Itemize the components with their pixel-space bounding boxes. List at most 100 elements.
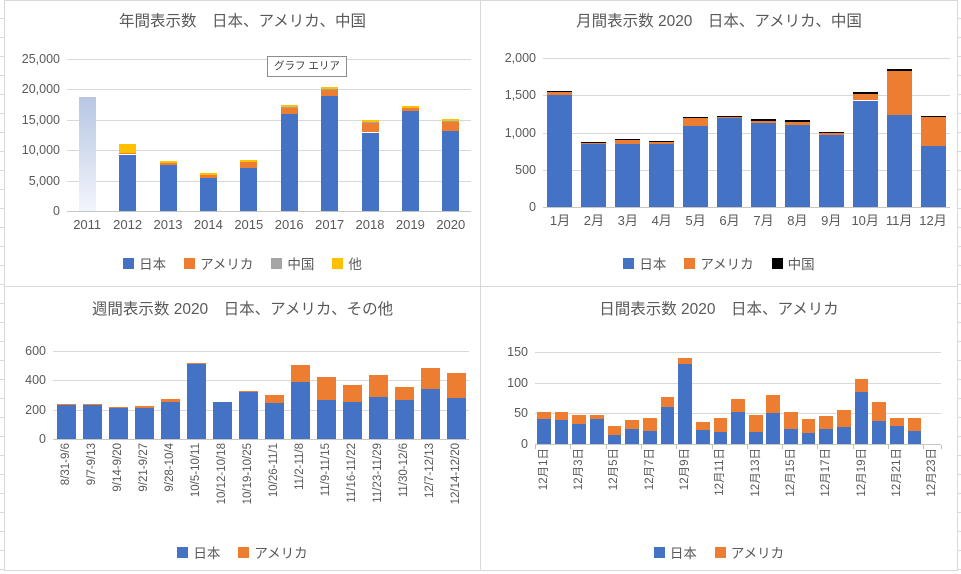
bar-segment-中国[interactable] (615, 139, 641, 141)
bar-segment-他[interactable] (199, 172, 217, 175)
bar-segment-アメリカ[interactable] (264, 394, 284, 403)
bar-segment-日本[interactable] (342, 401, 362, 439)
bar-segment-アメリカ[interactable] (368, 374, 388, 398)
bar-segment-アメリカ[interactable] (240, 162, 258, 169)
bar-segment-日本[interactable] (159, 164, 177, 211)
bar-segment-アメリカ[interactable] (160, 399, 180, 402)
bar-segment-アメリカ[interactable] (660, 396, 675, 408)
bar-segment-アメリカ[interactable] (394, 386, 414, 401)
bar-segment-日本[interactable] (784, 428, 798, 444)
bar-segment-アメリカ[interactable] (280, 107, 298, 114)
bar-segment-日本[interactable] (660, 407, 675, 444)
bar-segment-アメリカ[interactable] (731, 398, 745, 413)
legend-item-中国[interactable]: 中国 (271, 253, 314, 273)
bar-segment-日本[interactable] (361, 132, 379, 211)
bar-segment-他[interactable] (401, 106, 419, 109)
bar-segment-日本[interactable] (695, 429, 710, 444)
bar-segment-アメリカ[interactable] (748, 415, 763, 432)
bar-segment-アメリカ[interactable] (420, 368, 440, 389)
bar-segment-アメリカ[interactable] (852, 94, 878, 101)
bar-segment-アメリカ[interactable] (290, 364, 310, 383)
bar-segment-他[interactable] (280, 104, 298, 107)
bar-segment-アメリカ[interactable] (717, 116, 743, 118)
bar-segment-中国[interactable] (547, 90, 573, 92)
legend-item-日本[interactable]: 日本 (177, 542, 220, 562)
bar-segment-中国[interactable] (280, 106, 298, 108)
bar-segment-アメリカ[interactable] (108, 407, 128, 409)
bar-segment-アメリカ[interactable] (854, 379, 869, 392)
bar-segment-アメリカ[interactable] (186, 363, 206, 365)
bar-segment-アメリカ[interactable] (837, 409, 851, 427)
bar-segment-アメリカ[interactable] (321, 90, 339, 97)
bar-segment-中国[interactable] (750, 119, 776, 121)
bar-segment-アメリカ[interactable] (625, 420, 639, 429)
bar-segment-アメリカ[interactable] (572, 415, 586, 424)
bar-segment-アメリカ[interactable] (119, 153, 137, 155)
bar-segment-日本[interactable] (907, 431, 922, 444)
bar-segment-アメリカ[interactable] (695, 421, 710, 430)
bar-segment-中国[interactable] (818, 131, 844, 134)
legend-item-アメリカ[interactable]: アメリカ (238, 542, 308, 562)
bar-segment-アメリカ[interactable] (159, 163, 177, 165)
bar-segment-アメリカ[interactable] (401, 108, 419, 112)
bar-segment-日本[interactable] (581, 143, 607, 207)
bar-segment-アメリカ[interactable] (589, 415, 604, 419)
bar-segment-日本[interactable] (717, 117, 743, 207)
bar-segment-日本[interactable] (784, 125, 810, 207)
bar-segment-中国[interactable] (920, 115, 946, 117)
bar-segment-日本[interactable] (134, 408, 154, 439)
bar-segment-日本[interactable] (683, 125, 709, 207)
bar-segment-日本[interactable] (801, 433, 816, 444)
bar-segment-他[interactable] (119, 144, 137, 154)
legend-item-日本[interactable]: 日本 (653, 542, 697, 562)
bar-segment-日本[interactable] (854, 391, 869, 444)
bar-segment-アメリカ[interactable] (819, 416, 834, 429)
bar-segment-日本[interactable] (394, 400, 414, 439)
bar-segment-日本[interactable] (607, 434, 622, 444)
chart-panel-yearly[interactable]: 年間表示数 日本、アメリカ、中国 日本 アメリカ 中国 他 25,000 20,000 1… (4, 0, 481, 287)
bar-segment-日本[interactable] (280, 113, 298, 211)
bar-segment-日本[interactable] (56, 405, 76, 439)
bar-segment-中国[interactable] (361, 121, 379, 123)
bar-segment-日本[interactable] (119, 154, 137, 211)
bar-segment-日本[interactable] (642, 431, 657, 444)
bar-segment-日本[interactable] (589, 418, 604, 444)
bar-segment-日本[interactable] (321, 96, 339, 211)
bar-segment-アメリカ[interactable] (581, 142, 607, 144)
bar-segment-他[interactable] (240, 159, 258, 162)
bar-segment-他[interactable] (159, 160, 177, 163)
bar-segment-中国[interactable] (886, 69, 912, 72)
legend-item-日本[interactable]: 日本 (623, 253, 666, 273)
bar-segment-日本[interactable] (678, 364, 692, 444)
chart-panel-weekly[interactable]: 週間表示数 2020 日本、アメリカ、その他 日本 アメリカ 600 400 200 0… (4, 286, 481, 571)
bar-segment-アメリカ[interactable] (554, 412, 569, 421)
bar-segment-中国[interactable] (852, 92, 878, 95)
bar-segment-日本[interactable] (108, 408, 128, 439)
bar-segment-アメリカ[interactable] (134, 406, 154, 409)
bar-segment-日本[interactable] (264, 402, 284, 439)
bar-segment-日本[interactable] (82, 405, 102, 439)
bar-segment-日本[interactable] (446, 398, 466, 439)
bar-segment-日本[interactable] (852, 100, 878, 207)
bar-segment-他[interactable] (321, 87, 339, 90)
bar-segment-他[interactable] (442, 119, 460, 122)
bar-segment-アメリカ[interactable] (920, 116, 946, 146)
bar-segment-日本[interactable] (290, 382, 310, 439)
bar-segment-日本[interactable] (886, 115, 912, 207)
bar-segment-日本[interactable] (554, 420, 569, 444)
bar-segment-アメリカ[interactable] (316, 376, 336, 401)
legend-item-中国[interactable]: 中国 (771, 253, 815, 273)
bar-segment-日本[interactable] (536, 418, 551, 444)
highlighted-bar-2011[interactable] (78, 97, 96, 211)
bar-segment-アメリカ[interactable] (547, 91, 573, 96)
bar-segment-中国[interactable] (717, 115, 743, 117)
bar-segment-日本[interactable] (713, 431, 728, 444)
chart-panel-monthly[interactable]: 月間表示数 2020 日本、アメリカ、中国 日本 アメリカ 中国 2,000 1,50… (480, 0, 958, 287)
bar-segment-日本[interactable] (401, 111, 419, 211)
bar-segment-アメリカ[interactable] (683, 118, 709, 126)
bar-segment-日本[interactable] (920, 145, 946, 207)
bar-segment-日本[interactable] (316, 400, 336, 439)
bar-segment-アメリカ[interactable] (766, 394, 781, 414)
bar-segment-中国[interactable] (581, 141, 607, 143)
bar-segment-アメリカ[interactable] (890, 418, 904, 426)
